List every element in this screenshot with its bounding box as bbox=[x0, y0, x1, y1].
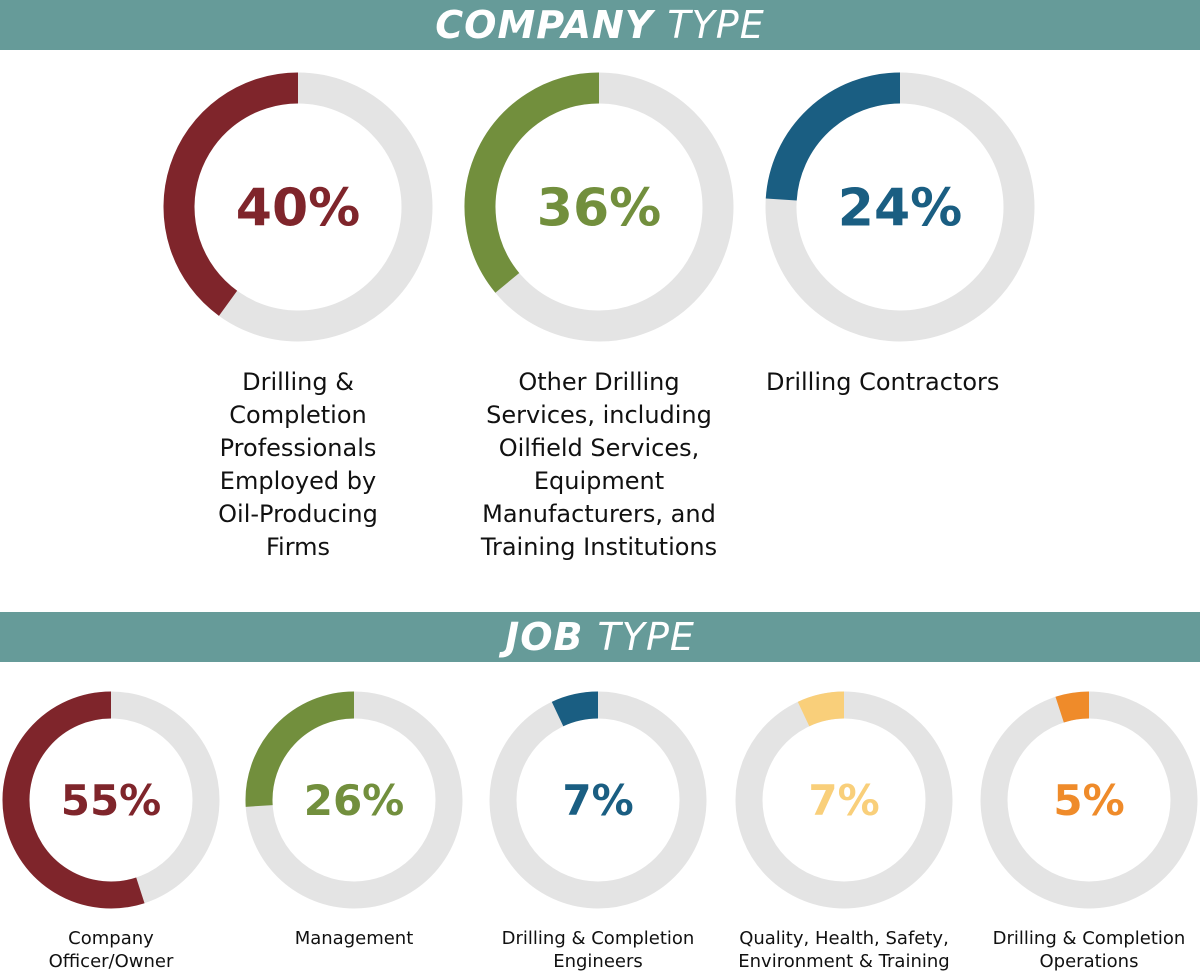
donut-value-label: 40% bbox=[236, 179, 360, 239]
company-type-banner: COMPANY TYPE bbox=[0, 0, 1200, 50]
job-donut-1: 55% bbox=[2, 691, 220, 909]
company-category-label-3: Drilling Contractors bbox=[766, 368, 1000, 396]
donut-value-label: 7% bbox=[562, 776, 633, 825]
donut-value-label: 7% bbox=[808, 776, 879, 825]
donut-segment bbox=[245, 691, 355, 807]
company-donut-3: 24% bbox=[765, 72, 1035, 342]
donut-segment bbox=[2, 691, 145, 909]
donut-value-label: 55% bbox=[61, 776, 162, 825]
donut-segment bbox=[797, 691, 845, 727]
donut-segment bbox=[1055, 691, 1090, 723]
donut-segment bbox=[551, 691, 599, 727]
company-donut-2: 36% bbox=[464, 72, 734, 342]
company-category-label-1: Drilling & Completion Professionals Empl… bbox=[218, 368, 378, 561]
donut-value-label: 24% bbox=[838, 179, 962, 239]
donut-value-label: 36% bbox=[537, 179, 661, 239]
company-donut-1: 40% bbox=[163, 72, 433, 342]
job-category-label-4: Quality, Health, Safety, Environment & T… bbox=[738, 928, 950, 972]
job-type-title-bold: JOB bbox=[505, 615, 584, 659]
job-donut-3: 7% bbox=[489, 691, 707, 909]
job-category-label-2: Management bbox=[294, 928, 414, 949]
company-type-title-light: TYPE bbox=[667, 3, 765, 47]
donut-value-label: 5% bbox=[1053, 776, 1124, 825]
donut-segment bbox=[464, 72, 600, 293]
job-category-label-3: Drilling & Completion Engineers bbox=[501, 928, 695, 972]
company-category-label-2: Other Drilling Services, including Oilfi… bbox=[480, 368, 718, 561]
donut-segment bbox=[765, 72, 901, 201]
company-type-title-bold: COMPANY bbox=[435, 3, 654, 47]
job-type-banner: JOB TYPE bbox=[0, 612, 1200, 662]
job-type-title-light: TYPE bbox=[597, 615, 695, 659]
donut-segment bbox=[163, 72, 299, 316]
job-donut-5: 5% bbox=[980, 691, 1198, 909]
donut-value-label: 26% bbox=[304, 776, 405, 825]
job-category-label-1: Company Officer/Owner bbox=[48, 928, 174, 972]
job-donut-2: 26% bbox=[245, 691, 463, 909]
job-category-label-5: Drilling & Completion Operations bbox=[992, 928, 1186, 972]
job-donut-4: 7% bbox=[735, 691, 953, 909]
